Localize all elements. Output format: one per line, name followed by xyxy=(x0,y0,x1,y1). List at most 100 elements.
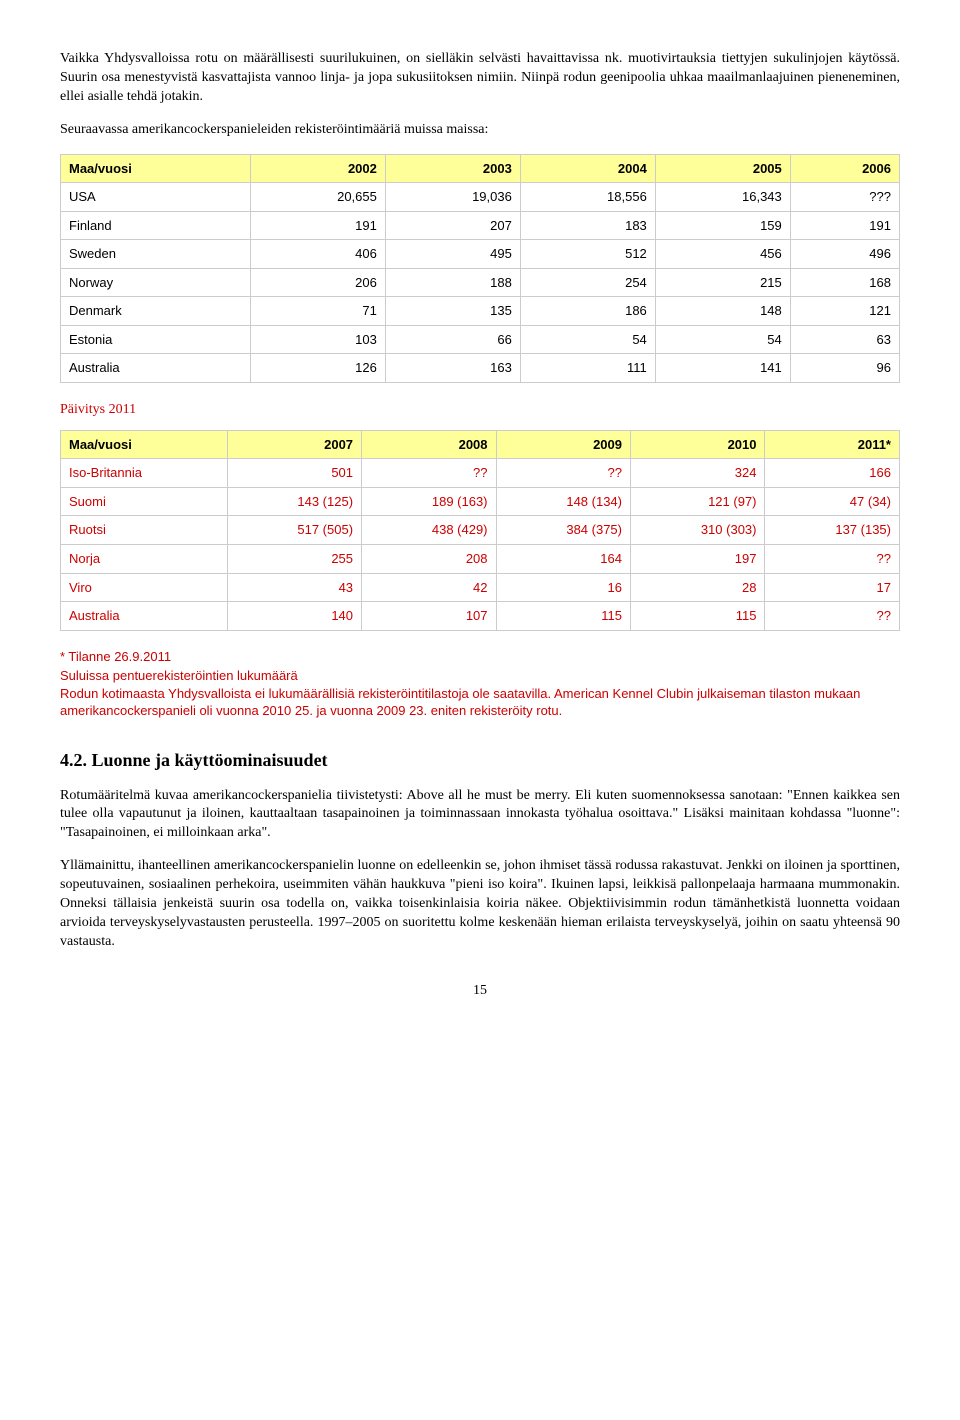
table-cell: 255 xyxy=(227,545,361,574)
body-paragraph: Yllämainittu, ihanteellinen amerikancock… xyxy=(60,857,900,951)
table-cell: 183 xyxy=(520,211,655,240)
table-cell: Norway xyxy=(61,268,251,297)
table-cell: 438 (429) xyxy=(362,516,496,545)
table-cell: 18,556 xyxy=(520,183,655,212)
col-header: 2006 xyxy=(790,154,899,183)
table-cell: 20,655 xyxy=(250,183,385,212)
table-cell: 168 xyxy=(790,268,899,297)
col-header: 2010 xyxy=(631,430,765,459)
table-cell: 148 (134) xyxy=(496,487,630,516)
table-row: USA20,65519,03618,55616,343??? xyxy=(61,183,900,212)
col-header: 2003 xyxy=(385,154,520,183)
table-cell: 148 xyxy=(655,297,790,326)
table-cell: Norja xyxy=(61,545,228,574)
table-cell: Sweden xyxy=(61,240,251,269)
table-cell: 191 xyxy=(250,211,385,240)
table-row: Ruotsi517 (505)438 (429)384 (375)310 (30… xyxy=(61,516,900,545)
table-cell: ?? xyxy=(765,602,900,631)
table-cell: 54 xyxy=(520,325,655,354)
col-header: 2005 xyxy=(655,154,790,183)
col-header: 2008 xyxy=(362,430,496,459)
table-cell: 17 xyxy=(765,573,900,602)
table-cell: 140 xyxy=(227,602,361,631)
registrations-table-1: Maa/vuosi 2002 2003 2004 2005 2006 USA20… xyxy=(60,154,900,383)
section-heading: 4.2. Luonne ja käyttöominaisuudet xyxy=(60,748,900,772)
registrations-table-2: Maa/vuosi 2007 2008 2009 2010 2011* Iso-… xyxy=(60,430,900,631)
table-cell: Ruotsi xyxy=(61,516,228,545)
table-row: Australia140107115115?? xyxy=(61,602,900,631)
table-cell: 107 xyxy=(362,602,496,631)
table-cell: 207 xyxy=(385,211,520,240)
table-cell: 163 xyxy=(385,354,520,383)
table-cell: 135 xyxy=(385,297,520,326)
table-cell: Viro xyxy=(61,573,228,602)
col-header: 2009 xyxy=(496,430,630,459)
col-header: 2011* xyxy=(765,430,900,459)
table-cell: 96 xyxy=(790,354,899,383)
table-cell: 137 (135) xyxy=(765,516,900,545)
page-number: 15 xyxy=(60,982,900,1001)
table-cell: 254 xyxy=(520,268,655,297)
intro-paragraph-1: Vaikka Yhdysvalloissa rotu on määrällise… xyxy=(60,50,900,107)
table-cell: 115 xyxy=(496,602,630,631)
table-cell: 517 (505) xyxy=(227,516,361,545)
table-row: Australia12616311114196 xyxy=(61,354,900,383)
table-cell: 166 xyxy=(765,459,900,488)
table-cell: 141 xyxy=(655,354,790,383)
table-cell: 66 xyxy=(385,325,520,354)
col-header: Maa/vuosi xyxy=(61,430,228,459)
update-label: Päivitys 2011 xyxy=(60,401,900,420)
table-row: Estonia10366545463 xyxy=(61,325,900,354)
table-cell: 188 xyxy=(385,268,520,297)
table-row: Finland191207183159191 xyxy=(61,211,900,240)
table-cell: 384 (375) xyxy=(496,516,630,545)
table-cell: 111 xyxy=(520,354,655,383)
table-row: Denmark71135186148121 xyxy=(61,297,900,326)
table-row: Viro4342162817 xyxy=(61,573,900,602)
table-cell: 126 xyxy=(250,354,385,383)
table-cell: 208 xyxy=(362,545,496,574)
table-cell: 19,036 xyxy=(385,183,520,212)
table-row: Sweden406495512456496 xyxy=(61,240,900,269)
table-cell: 121 (97) xyxy=(631,487,765,516)
table-cell: 501 xyxy=(227,459,361,488)
table-cell: 456 xyxy=(655,240,790,269)
table-row: Norway206188254215168 xyxy=(61,268,900,297)
table-cell: Iso-Britannia xyxy=(61,459,228,488)
table-cell: Finland xyxy=(61,211,251,240)
table-cell: Estonia xyxy=(61,325,251,354)
table-header-row: Maa/vuosi 2002 2003 2004 2005 2006 xyxy=(61,154,900,183)
footnote-line: Rodun kotimaasta Yhdysvalloista ei lukum… xyxy=(60,686,900,720)
table-cell: 71 xyxy=(250,297,385,326)
footnote-line: * Tilanne 26.9.2011 xyxy=(60,649,900,666)
body-paragraph: Rotumääritelmä kuvaa amerikancockerspani… xyxy=(60,787,900,844)
col-header: 2007 xyxy=(227,430,361,459)
table-cell: 16 xyxy=(496,573,630,602)
table-cell: 186 xyxy=(520,297,655,326)
table-cell: 42 xyxy=(362,573,496,602)
table-header-row: Maa/vuosi 2007 2008 2009 2010 2011* xyxy=(61,430,900,459)
footnote-line: Suluissa pentuerekisteröintien lukumäärä xyxy=(60,668,900,685)
table-cell: 406 xyxy=(250,240,385,269)
table-cell: 115 xyxy=(631,602,765,631)
table-cell: ?? xyxy=(362,459,496,488)
table-cell: 121 xyxy=(790,297,899,326)
table-cell: 189 (163) xyxy=(362,487,496,516)
col-header: 2004 xyxy=(520,154,655,183)
table-cell: 103 xyxy=(250,325,385,354)
table-row: Suomi143 (125)189 (163)148 (134)121 (97)… xyxy=(61,487,900,516)
table-cell: ?? xyxy=(765,545,900,574)
table-cell: ?? xyxy=(496,459,630,488)
table-cell: 63 xyxy=(790,325,899,354)
table-cell: ??? xyxy=(790,183,899,212)
table-row: Norja255208164197?? xyxy=(61,545,900,574)
table-cell: 43 xyxy=(227,573,361,602)
table-cell: 206 xyxy=(250,268,385,297)
table-cell: 310 (303) xyxy=(631,516,765,545)
table-cell: 215 xyxy=(655,268,790,297)
table-cell: USA xyxy=(61,183,251,212)
table-cell: 28 xyxy=(631,573,765,602)
table-cell: Australia xyxy=(61,602,228,631)
table-cell: Denmark xyxy=(61,297,251,326)
col-header: 2002 xyxy=(250,154,385,183)
